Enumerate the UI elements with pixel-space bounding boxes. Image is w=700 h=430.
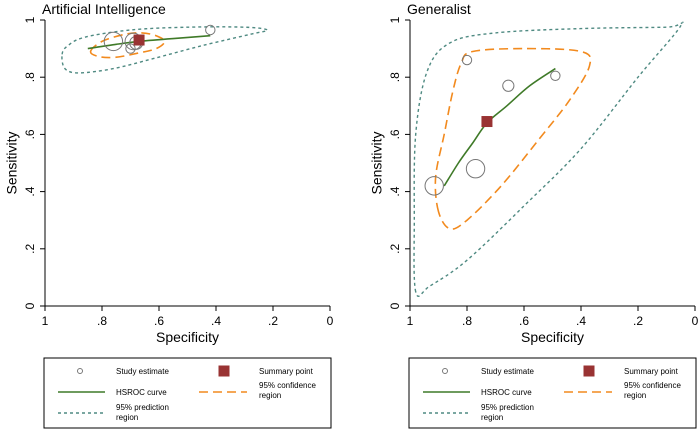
legend-confidence-label-2: region [624,391,646,400]
y-tick-label: 0 [388,302,402,309]
x-tick-label: .6 [519,314,529,328]
study-estimate-point [125,43,136,54]
y-tick-label: .4 [388,186,402,196]
prediction-region [61,26,269,74]
y-tick-label: .6 [388,129,402,139]
legend-prediction-label: 95% prediction [481,403,534,412]
study-estimate-point [465,159,486,179]
legend-summary-label: Summary point [259,367,314,376]
legend-confidence-label-2: region [259,391,281,400]
legend-summary-marker [218,365,230,377]
x-tick-label: 1 [42,314,49,328]
x-tick-label: .4 [576,314,586,328]
chart-title: Artificial Intelligence [42,1,166,17]
x-tick-label: .6 [154,314,164,328]
legend: Study estimate Summary point HSROC curve 95… [408,357,697,429]
study-estimate-point [502,79,515,92]
y-tick-label: 0 [23,302,37,309]
legend-study-marker [442,368,448,374]
study-estimate-point [205,24,216,36]
x-axis-title: Specificity [521,329,584,345]
y-tick-label: .2 [388,243,402,253]
confidence-region [434,47,592,230]
x-tick-label: .8 [462,314,472,328]
y-axis-title: Sensitivity [369,131,385,194]
legend-confidence-label: 95% confidence [259,381,316,390]
y-tick-label: .4 [23,186,37,196]
x-tick-label: 1 [407,314,414,328]
x-axis-title: Specificity [156,329,219,345]
prediction-region [413,21,684,297]
hsroc-curve [443,67,556,187]
study-estimate-point [103,31,124,52]
study-estimate-point [424,176,444,196]
legend-study-label: Study estimate [481,367,534,376]
summary-point [481,116,493,128]
legend-hsroc-label: HSROC curve [116,388,167,397]
x-tick-label: .8 [97,314,107,328]
confidence-region [89,31,166,59]
legend: Study estimate Summary point HSROC curve 95… [43,357,332,429]
x-tick-label: .2 [633,314,643,328]
legend-prediction-label: 95% prediction [116,403,169,412]
panel-artificial-intelligence: Artificial Intelligence 0 .2 .4 .6 .8 1 1 .8 .6 .4… [4,1,334,429]
legend-prediction-label-2: region [481,413,503,422]
y-tick-label: 1 [23,16,37,23]
legend-box [43,357,332,429]
y-axis-title: Sensitivity [4,131,20,194]
x-tick-label: 0 [692,314,699,328]
legend-confidence-label: 95% confidence [624,381,681,390]
y-tick-label: .2 [23,243,37,253]
study-estimate-point [461,54,473,66]
panel-generalist: Generalist 0 .2 .4 .6 .8 1 1 .8 .6 .4 .2 0 Specificit… [369,1,699,429]
summary-point [133,34,145,46]
legend-prediction-label-2: region [116,413,138,422]
legend-summary-marker [583,365,595,377]
y-tick-label: .8 [23,72,37,82]
x-tick-label: 0 [327,314,334,328]
y-tick-label: 1 [388,16,402,23]
study-estimate-point [550,70,561,81]
legend-hsroc-label: HSROC curve [481,388,532,397]
legend-box [408,357,697,429]
x-tick-label: .2 [268,314,278,328]
y-tick-label: .6 [23,129,37,139]
y-tick-label: .8 [388,72,402,82]
x-tick-label: .4 [211,314,221,328]
chart-title: Generalist [407,1,471,17]
legend-study-marker [77,368,83,374]
legend-study-label: Study estimate [116,367,169,376]
legend-summary-label: Summary point [624,367,679,376]
